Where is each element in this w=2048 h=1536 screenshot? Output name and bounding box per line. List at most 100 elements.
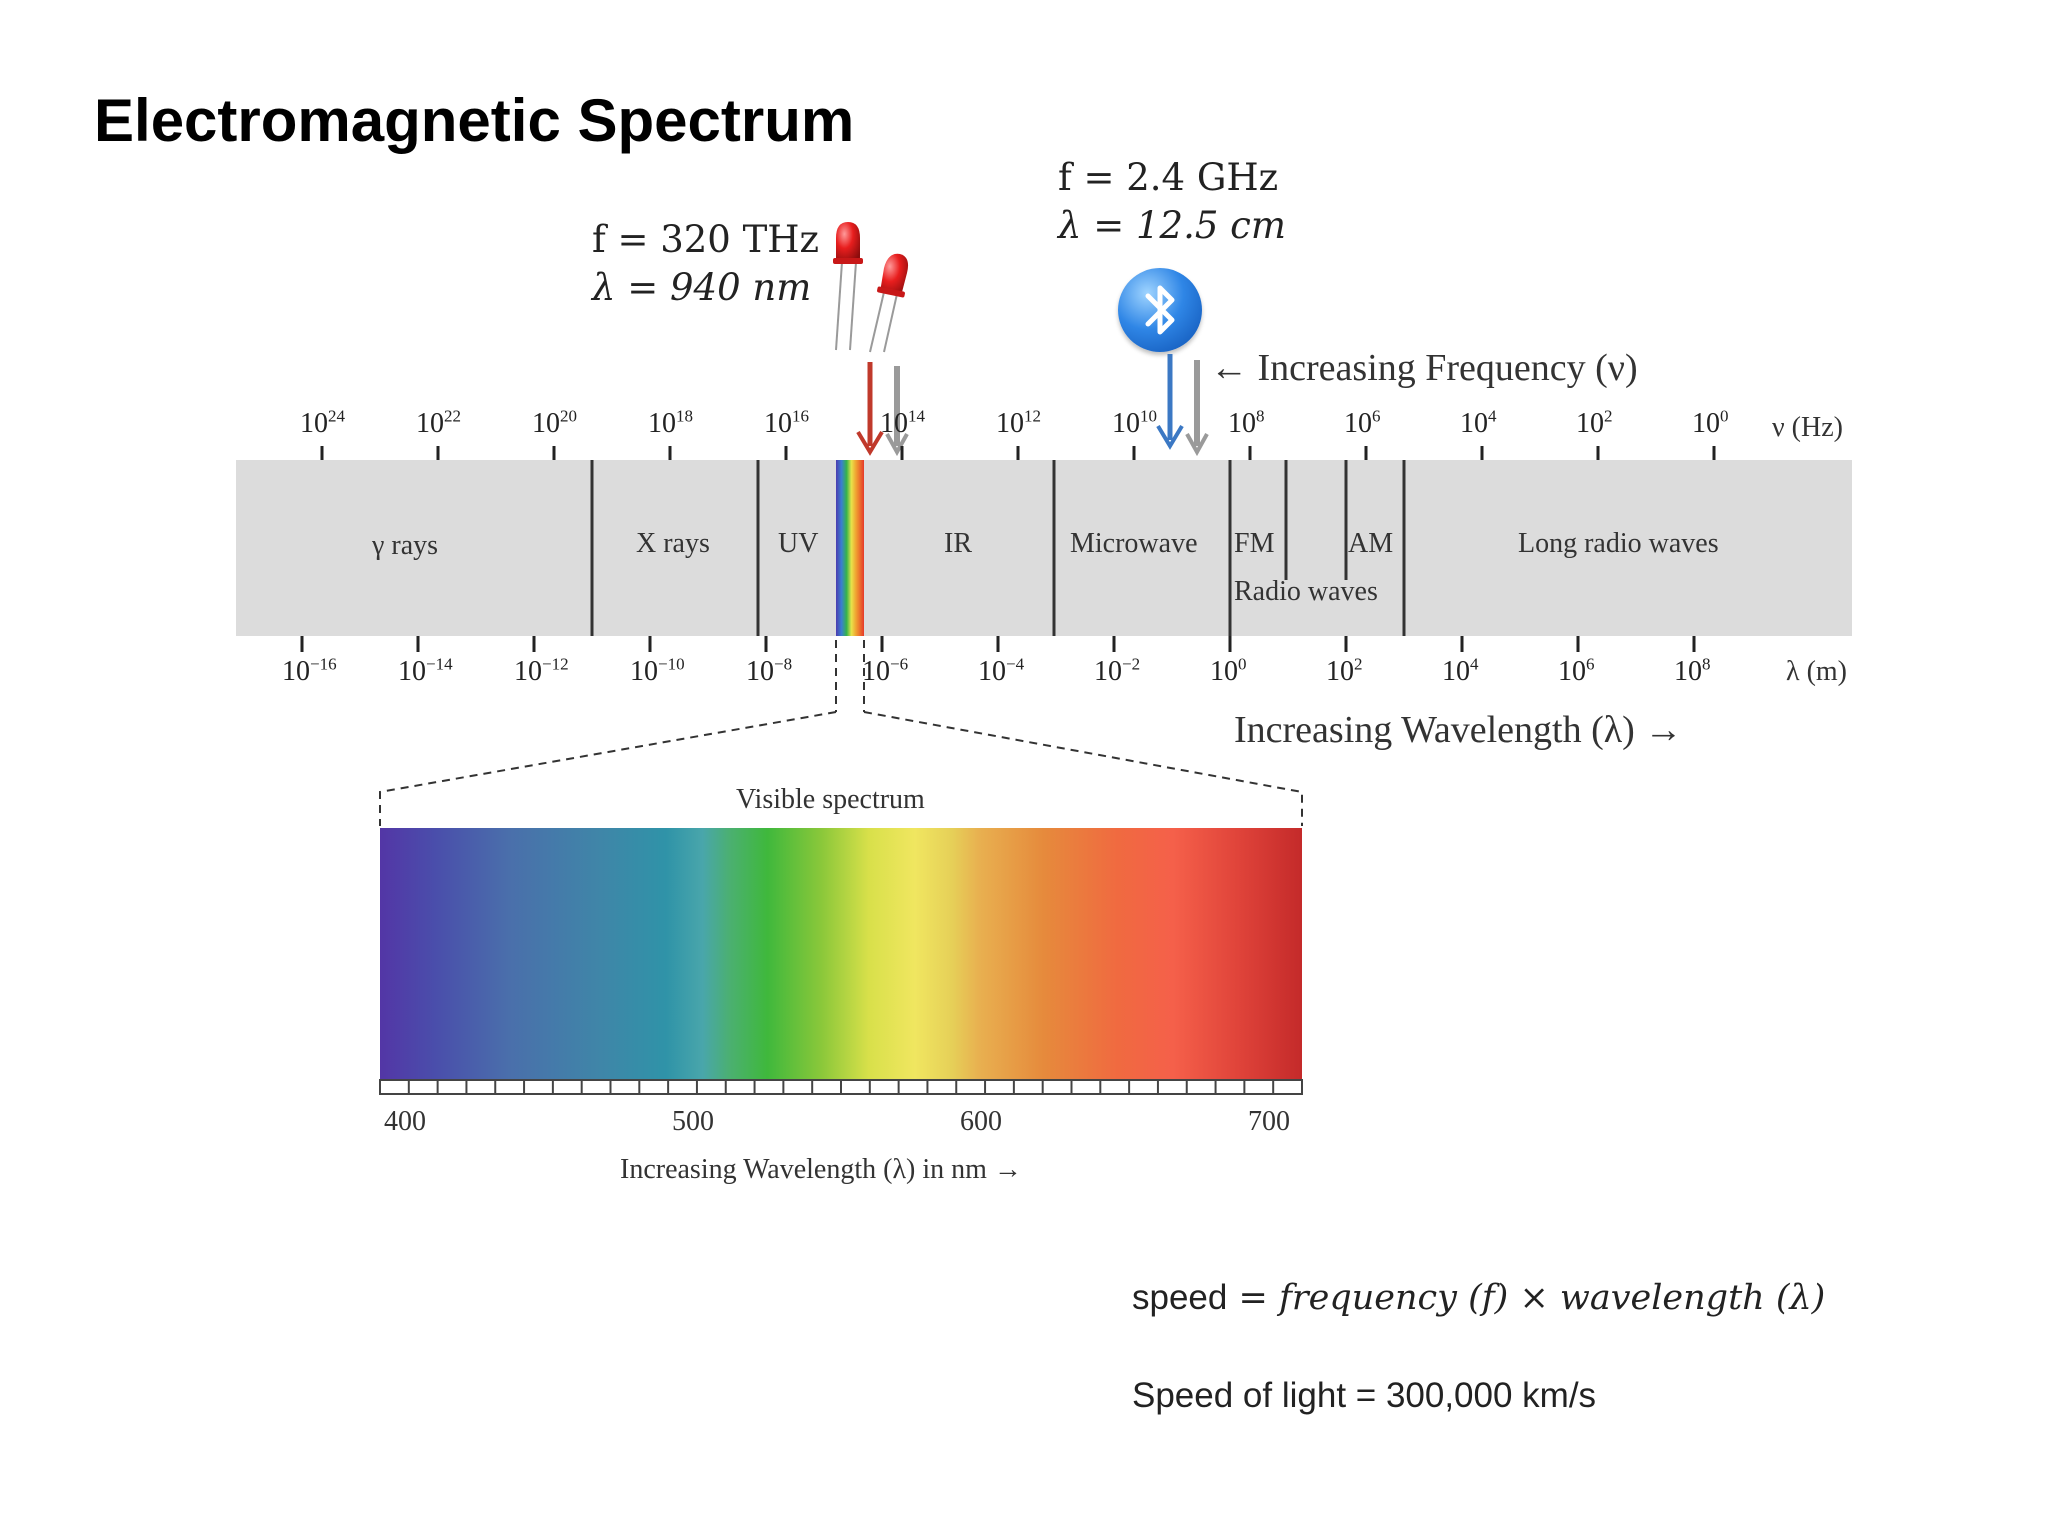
wavelength-tick-label: 10−14 [398, 656, 453, 688]
tick-exponent: 4 [1488, 406, 1497, 426]
led-icon [833, 222, 863, 351]
frequency-tick-label: 1016 [764, 408, 809, 440]
bluetooth-icon [1118, 268, 1202, 352]
tick-base: 10 [764, 408, 792, 439]
tick-exponent: 8 [1256, 406, 1265, 426]
bt-wavelength-prefix: λ = [1058, 204, 1136, 247]
frequency-direction-label: ← Increasing Frequency (ν) [1210, 347, 1638, 389]
tick-base: 10 [1692, 408, 1720, 439]
tick-exponent: 2 [1354, 654, 1363, 674]
tick-base: 10 [880, 408, 908, 439]
tick-base: 10 [862, 656, 890, 687]
wavelength-tick-label: 100 [1210, 656, 1247, 688]
tick-base: 10 [630, 656, 658, 687]
band-radio-waves: Radio waves [1234, 576, 1378, 607]
band-x-rays: X rays [636, 528, 710, 559]
wavelength-tick-label: 10−8 [746, 656, 792, 688]
frequency-ticks [320, 446, 1716, 460]
tick-exponent: −12 [542, 654, 569, 674]
visible-spectrum-title: Visible spectrum [736, 784, 925, 815]
tick-exponent: 20 [560, 406, 577, 426]
tick-base: 10 [1112, 408, 1140, 439]
frequency-tick-label: 106 [1344, 408, 1381, 440]
wavelength-direction-label: Increasing Wavelength (λ) → [1234, 709, 1683, 751]
tick-base: 10 [1326, 656, 1354, 687]
frequency-tick-label: 104 [1460, 408, 1497, 440]
formula-lambda: (λ) [1775, 1278, 1826, 1318]
tick-exponent: 22 [444, 406, 461, 426]
tick-exponent: 2 [1604, 406, 1613, 426]
bt-frequency-value: 2.4 GHz [1126, 156, 1279, 199]
led-icon-second [869, 253, 909, 353]
frequency-tick-label: 102 [1576, 408, 1613, 440]
speed-formula: speed = frequency (f) × wavelength (λ) [1132, 1278, 1825, 1318]
tick-exponent: 18 [676, 406, 693, 426]
tick-exponent: 6 [1372, 406, 1381, 426]
tick-base: 10 [1210, 656, 1238, 687]
wavelength-tick-label: 10−12 [514, 656, 569, 688]
band-dividers [590, 460, 1406, 636]
tick-base: 10 [1442, 656, 1470, 687]
bluetooth-rune-icon [1145, 285, 1175, 335]
nm-label-500: 500 [672, 1106, 714, 1137]
ir-frequency-value: 320 THz [660, 218, 820, 261]
tick-exponent: 0 [1238, 654, 1247, 674]
wavelength-ticks [300, 636, 1696, 652]
spectrum-band [236, 460, 1852, 636]
frequency-unit: ν (Hz) [1772, 412, 1843, 443]
frequency-tick-label: 1010 [1112, 408, 1157, 440]
tick-exponent: 6 [1586, 654, 1595, 674]
nm-label-400: 400 [384, 1106, 426, 1137]
tick-base: 10 [416, 408, 444, 439]
wavelength-tick-label: 10−16 [282, 656, 337, 688]
formula-frequency: frequency [1278, 1278, 1457, 1318]
band-long-radio-waves: Long radio waves [1518, 528, 1719, 559]
wavelength-tick-label: 10−10 [630, 656, 685, 688]
page-title: Electromagnetic Spectrum [94, 87, 855, 154]
tick-exponent: −4 [1006, 654, 1025, 674]
tick-exponent: 0 [1720, 406, 1729, 426]
zoom-guides [379, 640, 1303, 826]
bt-frequency-prefix: f = [1058, 156, 1127, 199]
ir-frequency-prefix: f = [592, 218, 661, 261]
frequency-tick-label: 1022 [416, 408, 461, 440]
tick-base: 10 [300, 408, 328, 439]
tick-base: 10 [1576, 408, 1604, 439]
frequency-tick-label: 108 [1228, 408, 1265, 440]
band-ir: IR [944, 528, 972, 559]
tick-exponent: 24 [328, 406, 345, 426]
ir-gray-arrow [885, 366, 909, 457]
speed-of-light: Speed of light = 300,000 km/s [1132, 1376, 1597, 1415]
ir-frequency: f = 320 THz [592, 216, 819, 264]
visible-spectrum-bar [380, 828, 1302, 1080]
bt-gray-arrow [1185, 360, 1209, 457]
bt-frequency: f = 2.4 GHz [1058, 154, 1286, 202]
band-am: AM [1348, 528, 1394, 559]
tick-exponent: −14 [426, 654, 453, 674]
nm-label-700: 700 [1248, 1106, 1290, 1137]
tick-base: 10 [398, 656, 426, 687]
formula-speed: speed [1132, 1278, 1228, 1317]
ir-wavelength-value: 940 nm [669, 266, 812, 309]
tick-exponent: 8 [1702, 654, 1711, 674]
bt-marker-arrow [1156, 354, 1184, 450]
band-microwave: Microwave [1070, 528, 1198, 559]
band-gamma-rays: γ rays [372, 530, 439, 561]
frequency-tick-label: 1020 [532, 408, 577, 440]
frequency-tick-label: 1024 [300, 408, 345, 440]
band-uv: UV [778, 528, 819, 559]
bt-wavelength: λ = 12.5 cm [1058, 202, 1286, 250]
tick-base: 10 [1228, 408, 1256, 439]
visible-ruler [379, 1079, 1303, 1095]
tick-base: 10 [1558, 656, 1586, 687]
tick-base: 10 [282, 656, 310, 687]
wavelength-tick-label: 108 [1674, 656, 1711, 688]
ir-wavelength-prefix: λ = [592, 266, 670, 309]
tick-base: 10 [1094, 656, 1122, 687]
band-fm: FM [1234, 528, 1275, 559]
tick-base: 10 [996, 408, 1024, 439]
tick-base: 10 [532, 408, 560, 439]
frequency-tick-label: 100 [1692, 408, 1729, 440]
tick-base: 10 [1460, 408, 1488, 439]
